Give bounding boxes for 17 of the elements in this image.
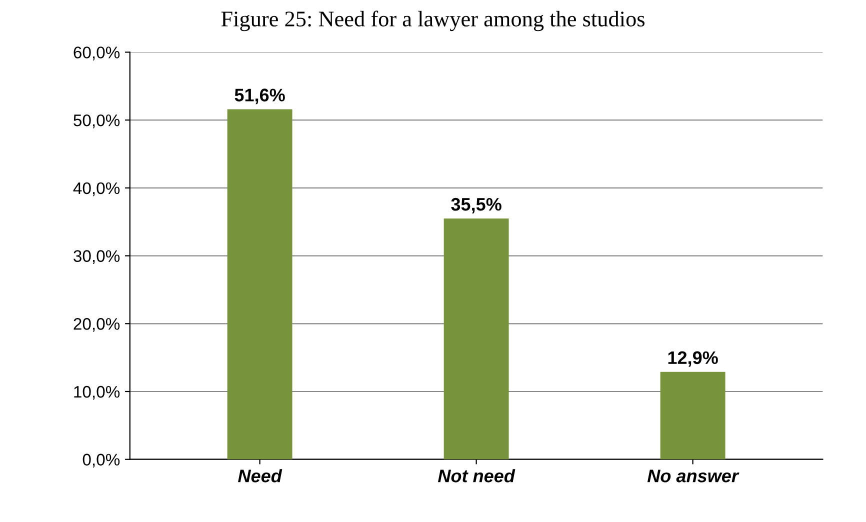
x-tick-label: Need [238, 469, 282, 482]
data-label: 12,9% [668, 351, 718, 367]
y-tick-label: 40,0% [73, 182, 120, 196]
y-tick-label: 50,0% [74, 114, 120, 128]
y-tick-label: 60,0% [74, 46, 120, 60]
data-label: 35,5% [451, 198, 502, 214]
y-tick-label: 20,0% [74, 318, 120, 332]
y-tick-label: 30,0% [74, 250, 120, 264]
bar [660, 372, 726, 460]
y-tick-label: 10,0% [74, 386, 120, 400]
bar [227, 109, 292, 460]
x-tick-label: Not need [438, 469, 516, 482]
data-label: 51,6% [234, 88, 285, 104]
chart-title: Figure 25: Need for a lawyer among the studios [221, 10, 644, 32]
y-tick-label: 0,0% [82, 454, 120, 468]
bar [444, 218, 509, 460]
x-tick-label: No answer [647, 470, 740, 482]
